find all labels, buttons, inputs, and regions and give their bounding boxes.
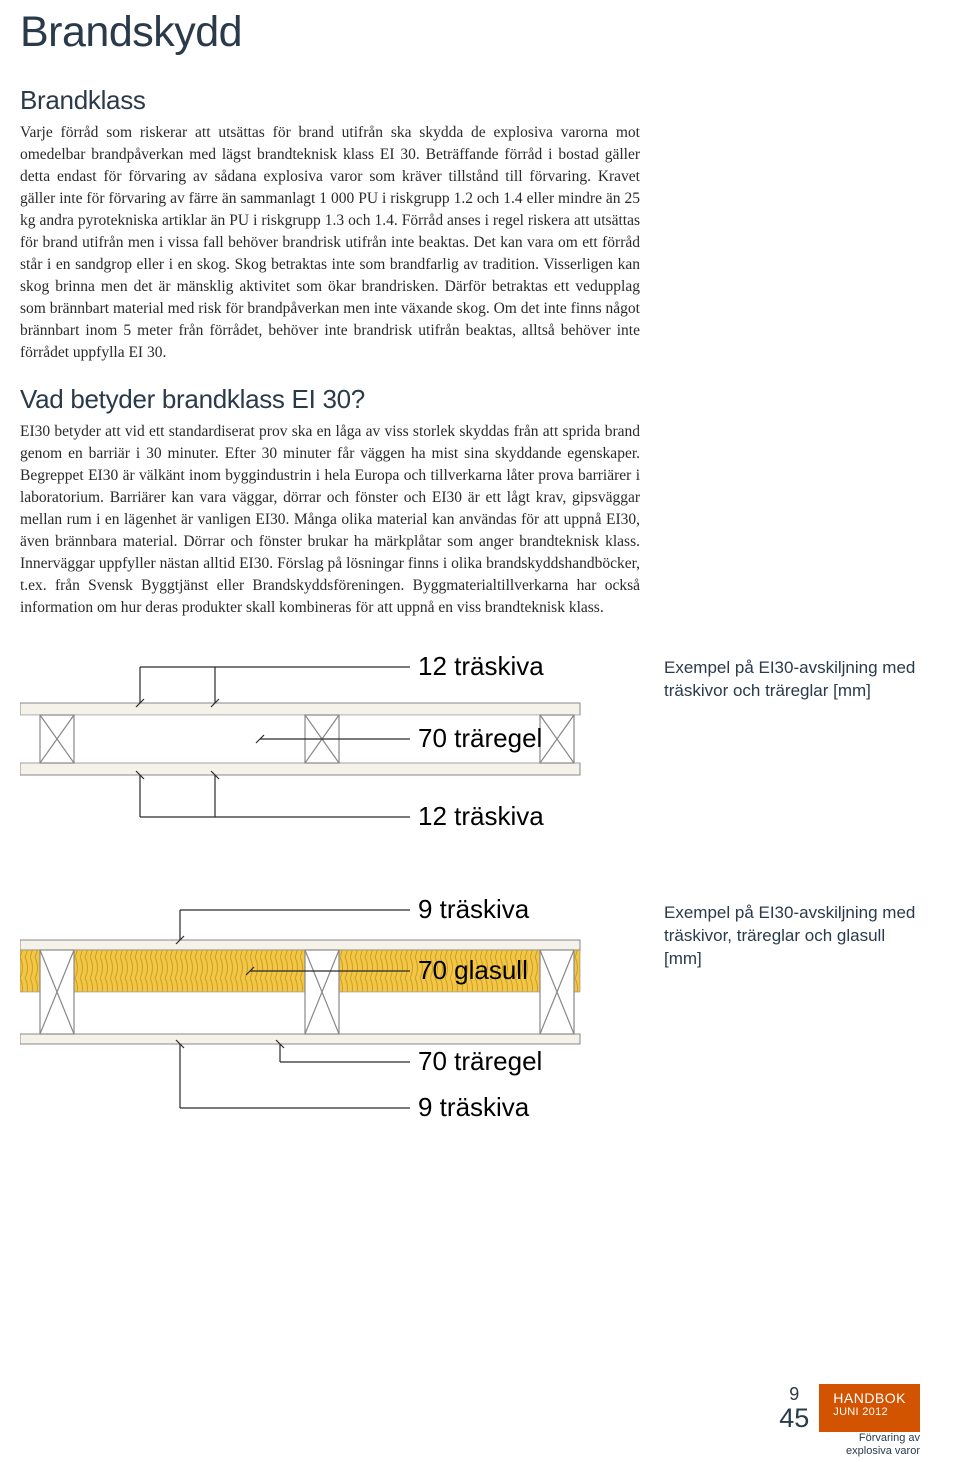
page-num-big: 45	[779, 1405, 809, 1432]
page-footer: 9 45 HANDBOK JUNI 2012	[779, 1384, 920, 1432]
heading-ei30: Vad betyder brandklass EI 30?	[20, 384, 920, 415]
heading-brandklass: Brandklass	[20, 85, 920, 116]
figure2-diagram: 9 träskiva 70 glasull 70 träregel 9 träs…	[20, 894, 640, 1129]
body-ei30: EI30 betyder att vid ett standardiserat …	[20, 421, 640, 619]
fig1-label-bot: 12 träskiva	[418, 801, 544, 831]
page-number: 9 45	[779, 1384, 809, 1432]
footer-badge: HANDBOK JUNI 2012	[819, 1384, 920, 1432]
figure1-caption: Exempel på EI30-avskiljning med träskivo…	[664, 649, 920, 703]
section-ei30: Vad betyder brandklass EI 30? EI30 betyd…	[20, 384, 920, 619]
fig2-label-1: 9 träskiva	[418, 894, 530, 924]
figure1-diagram: 12 träskiva 70 träregel 12 träskiva	[20, 649, 640, 854]
fig2-label-3: 70 träregel	[418, 1046, 542, 1076]
footer-under-2: explosiva varor	[846, 1445, 920, 1458]
page-chapter: 9	[789, 1384, 799, 1405]
figure2-caption: Exempel på EI30-avskiljning med träskivo…	[664, 894, 920, 971]
section-brandklass: Brandklass Varje förråd som riskerar att…	[20, 85, 920, 364]
fig2-label-2: 70 glasull	[418, 955, 528, 985]
footer-subtitle: Förvaring av explosiva varor	[846, 1432, 920, 1458]
footer-date: JUNI 2012	[833, 1406, 906, 1418]
footer-under-1: Förvaring av	[846, 1432, 920, 1445]
fig1-label-top: 12 träskiva	[418, 651, 544, 681]
figure2-row: 9 träskiva 70 glasull 70 träregel 9 träs…	[20, 894, 920, 1129]
body-brandklass: Varje förråd som riskerar att utsättas f…	[20, 122, 640, 364]
figure1-row: 12 träskiva 70 träregel 12 träskiva Exem…	[20, 649, 920, 854]
fig2-label-4: 9 träskiva	[418, 1092, 530, 1122]
fig1-label-mid: 70 träregel	[418, 723, 542, 753]
footer-handbok: HANDBOK	[833, 1390, 906, 1406]
page-title: Brandskydd	[20, 8, 920, 57]
